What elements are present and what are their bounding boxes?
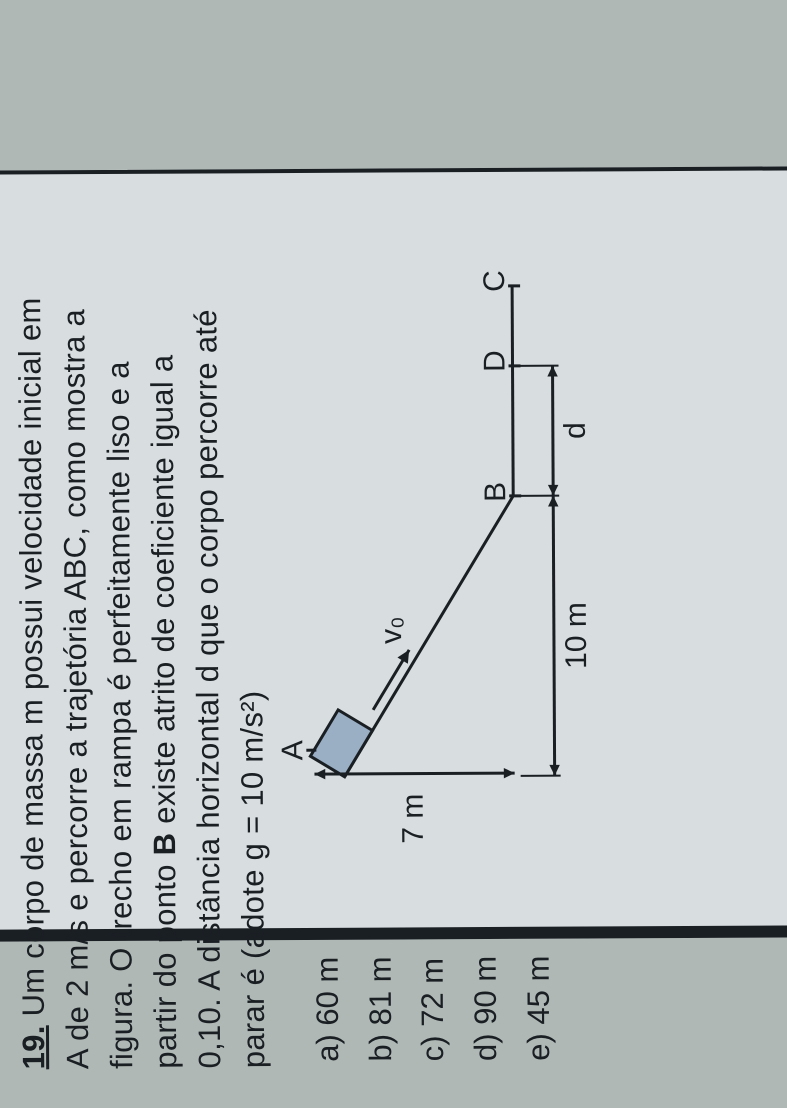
- option-b: b) 81 m: [354, 956, 407, 1061]
- diagram-svg: v₀ABDC7 m10 md: [292, 205, 616, 927]
- question-bold-B: B: [147, 833, 182, 856]
- option-e-key: e): [521, 1033, 556, 1061]
- option-d-value: 90 m: [468, 956, 503, 1025]
- option-a: a) 60 m: [302, 957, 355, 1062]
- svg-text:C: C: [478, 270, 511, 292]
- option-c-key: c): [415, 1035, 450, 1061]
- exam-page: 19. Um corpo de massa m possui velocidad…: [0, 166, 787, 943]
- question-line-1: A de 2 m/s e percorre a trajetória ABC, …: [56, 309, 95, 1069]
- option-e: e) 45 m: [512, 955, 565, 1060]
- question-number: 19.: [16, 1025, 51, 1069]
- question-line-5: parar é (adote g = 10 m/s²): [234, 690, 271, 1068]
- svg-text:v₀: v₀: [375, 616, 408, 644]
- option-a-value: 60 m: [310, 957, 345, 1026]
- option-b-value: 81 m: [362, 956, 397, 1025]
- svg-text:7 m: 7 m: [397, 793, 430, 843]
- option-d-key: d): [468, 1033, 503, 1061]
- svg-text:10 m: 10 m: [560, 602, 593, 669]
- question-line-3-post: existe atrito de coeficiente igual a: [144, 354, 182, 832]
- option-e-value: 45 m: [520, 956, 555, 1025]
- question-text: 19. Um corpo de massa m possui velocidad…: [7, 48, 276, 1069]
- svg-text:D: D: [479, 350, 512, 372]
- option-b-key: b): [363, 1034, 398, 1062]
- question-line-0: Um corpo de massa m possui velocidade in…: [12, 297, 51, 1016]
- svg-text:A: A: [276, 740, 309, 760]
- option-c-value: 72 m: [415, 958, 450, 1027]
- svg-text:d: d: [559, 422, 592, 439]
- options-list: a) 60 m b) 81 m c) 72 m d) 90 m e) 45: [302, 955, 617, 1068]
- option-a-key: a): [310, 1034, 345, 1062]
- question-line-4: 0,10. A distância horizontal d que o cor…: [188, 309, 227, 1068]
- physics-diagram: v₀ABDC7 m10 md: [291, 46, 616, 927]
- option-d: d) 90 m: [460, 956, 513, 1061]
- page-inner: 19. Um corpo de massa m possui velocidad…: [7, 46, 616, 1069]
- svg-text:B: B: [479, 482, 512, 502]
- question-line-3-pre: partir do ponto: [147, 855, 183, 1069]
- question-line-2: figura. O trecho em rampa é perfeitament…: [101, 361, 140, 1069]
- content-row: a) 60 m b) 81 m c) 72 m d) 90 m e) 45: [297, 46, 616, 1068]
- option-c: c) 72 m: [407, 956, 460, 1061]
